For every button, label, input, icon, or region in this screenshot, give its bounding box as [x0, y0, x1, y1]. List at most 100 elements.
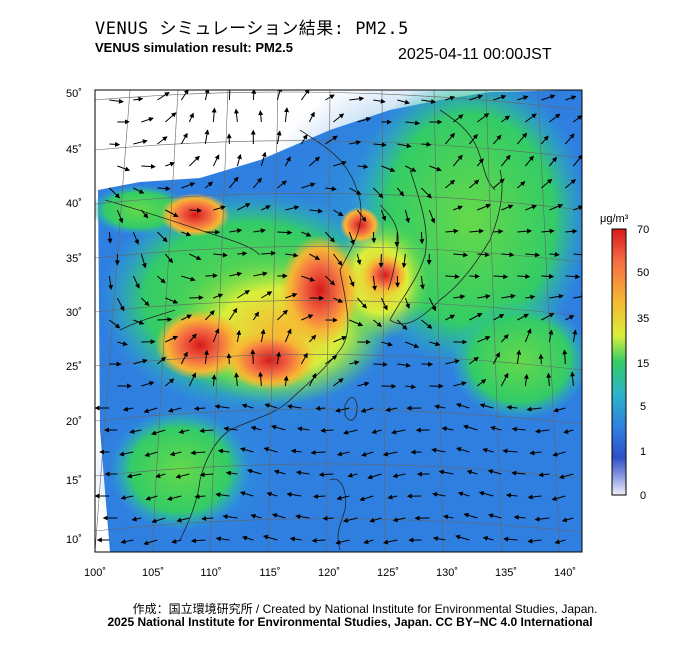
lat-label: 10˚ — [66, 534, 82, 546]
lon-label: 135˚ — [495, 567, 517, 579]
wind-arrow — [157, 136, 168, 145]
wind-arrow — [133, 187, 145, 194]
wind-arrow — [239, 491, 254, 497]
wind-arrow — [237, 203, 251, 211]
credit-line-2: 2025 National Institute for Environmenta… — [107, 615, 593, 629]
wind-arrow — [165, 335, 179, 343]
wind-arrow — [261, 291, 273, 299]
wind-arrow — [333, 336, 347, 343]
wind-arrow — [188, 333, 197, 343]
wind-arrow — [284, 328, 292, 343]
wind-arrow — [468, 133, 478, 145]
wind-arrow — [392, 517, 406, 523]
wind-arrow — [117, 341, 128, 346]
wind-arrow — [552, 451, 566, 457]
wind-arrow — [116, 209, 124, 224]
wind-arrow — [421, 99, 436, 104]
wind-arrow — [157, 92, 170, 101]
lat-label: 25˚ — [66, 361, 82, 373]
wind-arrow — [565, 274, 581, 280]
wind-arrow — [205, 310, 215, 321]
wind-arrow — [129, 429, 142, 434]
wind-arrow — [396, 187, 405, 197]
wind-arrow — [457, 491, 470, 497]
wind-arrow — [524, 155, 534, 167]
wind-arrow — [236, 153, 242, 167]
wind-arrow — [189, 207, 202, 213]
wind-arrow — [212, 154, 220, 167]
wind-arrow — [284, 107, 290, 123]
wind-arrow — [157, 186, 171, 192]
wind-arrow — [333, 160, 347, 167]
wind-arrow — [357, 164, 369, 170]
wind-arrow — [141, 117, 154, 123]
wind-arrow — [194, 493, 206, 499]
pm25-map[interactable] — [90, 70, 590, 552]
wind-arrow — [428, 209, 436, 224]
wind-arrow — [357, 381, 370, 387]
wind-arrow — [290, 448, 302, 454]
wind-arrow — [131, 516, 142, 522]
wind-arrow — [564, 133, 575, 145]
wind-arrow — [541, 178, 553, 189]
wind-arrow — [325, 355, 338, 365]
wind-arrow — [227, 90, 233, 101]
wind-arrow — [217, 448, 230, 454]
wind-arrow — [181, 314, 192, 321]
wind-arrow — [445, 179, 456, 189]
wind-arrow — [391, 429, 406, 435]
wind-arrow — [234, 372, 240, 387]
wind-arrow — [151, 429, 166, 436]
wind-arrow — [523, 373, 529, 387]
lat-label: 20˚ — [66, 416, 82, 428]
wind-arrow — [165, 161, 176, 167]
wind-arrow — [295, 470, 310, 476]
wind-arrow — [241, 535, 254, 541]
wind-arrow — [563, 429, 574, 434]
wind-arrow — [500, 334, 509, 343]
wind-arrow — [535, 428, 550, 434]
wind-arrow — [565, 95, 577, 101]
wind-arrow — [133, 139, 148, 145]
wind-arrow — [405, 384, 417, 390]
wind-arrow — [211, 107, 217, 123]
wind-arrow — [165, 112, 177, 123]
wind-arrow — [151, 517, 166, 524]
wind-arrow — [524, 328, 532, 343]
wind-arrow — [108, 275, 114, 290]
wind-arrow — [250, 349, 256, 365]
wind-arrow — [325, 135, 338, 145]
lat-label: 45˚ — [66, 144, 82, 156]
wind-arrow — [157, 275, 166, 284]
wind-arrow — [455, 534, 470, 541]
wind-arrow — [517, 273, 531, 279]
lon-label: 110˚ — [200, 567, 221, 579]
wind-arrow — [488, 513, 502, 519]
wind-arrow — [251, 90, 257, 101]
wind-arrow — [325, 186, 337, 192]
wind-arrow — [286, 404, 302, 410]
wind-arrow — [445, 359, 460, 365]
wind-arrow — [554, 539, 566, 545]
wind-arrow — [363, 539, 374, 545]
wind-arrow — [325, 94, 335, 101]
lon-label: 105˚ — [142, 567, 164, 579]
wind-arrow — [527, 494, 542, 500]
wind-arrow — [157, 317, 173, 323]
wind-arrow — [313, 493, 326, 499]
wind-arrow — [116, 297, 125, 312]
wind-arrow — [401, 253, 407, 269]
wind-arrow — [336, 495, 350, 501]
wind-arrow — [516, 132, 528, 145]
wind-arrow — [189, 295, 204, 301]
wind-arrow — [277, 180, 287, 189]
wind-arrow — [120, 539, 134, 545]
wind-arrow — [253, 228, 266, 234]
wind-arrow — [573, 294, 582, 300]
colorbar-tick: 15 — [637, 358, 649, 370]
lat-label: 15˚ — [66, 475, 82, 487]
wind-arrow — [387, 494, 398, 500]
graticule — [95, 90, 582, 552]
wind-arrow — [308, 372, 317, 387]
wind-arrow — [320, 427, 334, 433]
